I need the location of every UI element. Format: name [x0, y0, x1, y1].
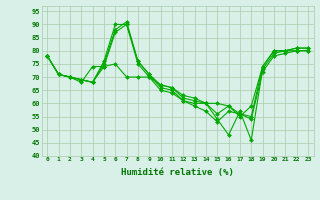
X-axis label: Humidité relative (%): Humidité relative (%)	[121, 168, 234, 177]
